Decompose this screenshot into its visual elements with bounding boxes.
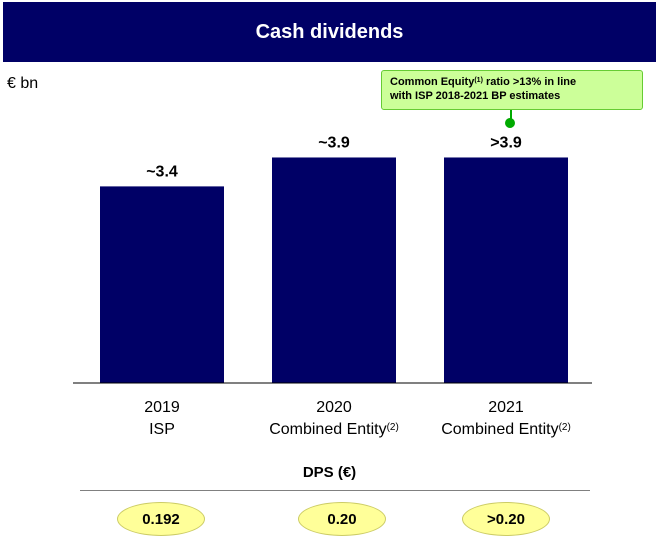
callout-box: Common Equity(1) ratio >13% in line with… bbox=[381, 70, 643, 110]
dps-title: DPS (€) bbox=[302, 464, 357, 481]
dps-value-2021: >0.20 bbox=[462, 502, 550, 536]
bar-value-label-2: ~3.9 bbox=[318, 134, 350, 151]
dps-value-2019: 0.192 bbox=[117, 502, 205, 536]
unit-label: € bn bbox=[7, 75, 39, 92]
bar-2 bbox=[272, 157, 396, 383]
bar-1 bbox=[100, 186, 224, 383]
x-label-2019: 2019 ISP bbox=[144, 399, 180, 438]
dps-divider bbox=[80, 490, 590, 491]
x-label-2021: 2021 Combined Entity(2) bbox=[441, 399, 571, 438]
chart-title: Cash dividends bbox=[255, 20, 404, 43]
bar-3 bbox=[444, 157, 568, 383]
callout-line-1: Common Equity(1) ratio >13% in line bbox=[390, 76, 577, 88]
bar-value-label-3: >3.9 bbox=[490, 134, 522, 151]
callout-pointer-stem bbox=[510, 110, 512, 120]
callout-line-2: with ISP 2018-2021 BP estimates bbox=[390, 90, 561, 102]
bar-value-label-1: ~3.4 bbox=[146, 163, 178, 180]
callout-pointer-dot bbox=[505, 118, 515, 128]
x-label-2020: 2020 Combined Entity(2) bbox=[269, 399, 399, 438]
chart-title-banner: Cash dividends bbox=[3, 2, 656, 62]
dps-value-2020: 0.20 bbox=[298, 502, 386, 536]
